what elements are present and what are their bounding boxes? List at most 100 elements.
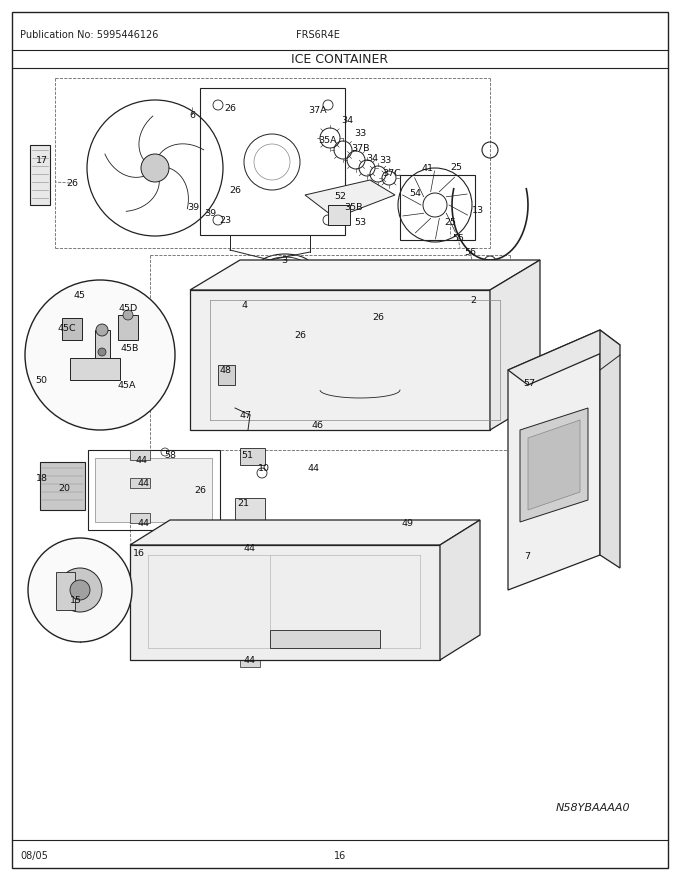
- Text: FRS6R4E: FRS6R4E: [296, 30, 340, 40]
- Text: 34: 34: [366, 153, 378, 163]
- Polygon shape: [118, 315, 138, 340]
- Text: 45B: 45B: [121, 343, 139, 353]
- Text: 44: 44: [243, 544, 255, 553]
- Circle shape: [123, 310, 133, 320]
- Polygon shape: [190, 260, 540, 290]
- Polygon shape: [130, 450, 150, 460]
- Polygon shape: [56, 572, 75, 610]
- Polygon shape: [270, 630, 380, 648]
- Text: N58YBAAAA0: N58YBAAAA0: [556, 803, 630, 813]
- Text: 45C: 45C: [58, 324, 76, 333]
- Circle shape: [70, 580, 90, 600]
- Text: 26: 26: [372, 312, 384, 321]
- Polygon shape: [440, 520, 480, 660]
- Text: 44: 44: [243, 656, 255, 664]
- Polygon shape: [40, 462, 85, 510]
- Text: 39: 39: [187, 202, 199, 211]
- Text: 46: 46: [311, 421, 323, 429]
- Polygon shape: [235, 498, 265, 520]
- Text: 3: 3: [281, 255, 287, 265]
- Text: 4: 4: [242, 300, 248, 310]
- Text: 26: 26: [66, 179, 78, 187]
- Circle shape: [96, 324, 108, 336]
- Polygon shape: [240, 657, 260, 667]
- Text: 15: 15: [70, 596, 82, 605]
- Text: 7: 7: [524, 552, 530, 561]
- Text: Publication No: 5995446126: Publication No: 5995446126: [20, 30, 158, 40]
- Text: ICE CONTAINER: ICE CONTAINER: [292, 53, 388, 65]
- Text: 34: 34: [341, 115, 353, 124]
- Text: 6: 6: [189, 111, 195, 120]
- Polygon shape: [600, 330, 620, 568]
- Text: 23: 23: [219, 216, 231, 224]
- Text: 25: 25: [444, 217, 456, 226]
- Text: 26: 26: [224, 104, 236, 113]
- Text: 48: 48: [220, 365, 232, 375]
- Text: 13: 13: [472, 206, 484, 215]
- Circle shape: [98, 348, 106, 356]
- Circle shape: [28, 538, 132, 642]
- Circle shape: [141, 154, 169, 182]
- Text: 52: 52: [334, 192, 346, 201]
- Polygon shape: [130, 545, 440, 660]
- Polygon shape: [328, 205, 350, 225]
- Polygon shape: [95, 458, 212, 522]
- Polygon shape: [508, 330, 600, 590]
- Text: 39: 39: [204, 209, 216, 217]
- Text: 18: 18: [36, 473, 48, 482]
- Text: 17: 17: [36, 156, 48, 165]
- Text: 10: 10: [258, 464, 270, 473]
- Polygon shape: [62, 318, 82, 340]
- Text: 51: 51: [241, 451, 253, 459]
- Ellipse shape: [328, 201, 350, 209]
- Text: 44: 44: [137, 479, 149, 488]
- Text: 47: 47: [239, 410, 251, 420]
- Polygon shape: [218, 365, 235, 385]
- Text: 20: 20: [58, 483, 70, 493]
- Polygon shape: [305, 180, 395, 218]
- Text: 50: 50: [35, 376, 47, 385]
- Text: 53: 53: [354, 217, 366, 226]
- Text: 21: 21: [237, 498, 249, 508]
- Text: 45: 45: [73, 290, 85, 299]
- Text: 16: 16: [133, 548, 145, 558]
- Polygon shape: [240, 540, 260, 550]
- Text: 25: 25: [450, 163, 462, 172]
- Text: 26: 26: [229, 186, 241, 194]
- Text: 58: 58: [164, 451, 176, 459]
- Text: 35B: 35B: [344, 202, 362, 211]
- Text: 41: 41: [421, 164, 433, 172]
- Polygon shape: [490, 260, 540, 430]
- Text: 08/05: 08/05: [20, 851, 48, 861]
- Text: 55: 55: [452, 233, 464, 243]
- Polygon shape: [130, 478, 150, 488]
- Text: 57: 57: [523, 378, 535, 387]
- Text: 37B: 37B: [351, 143, 369, 152]
- Polygon shape: [130, 513, 150, 523]
- Text: 44: 44: [136, 456, 148, 465]
- Text: 26: 26: [294, 331, 306, 340]
- Text: 35A: 35A: [319, 136, 337, 144]
- Text: 2: 2: [470, 296, 476, 304]
- Text: 16: 16: [334, 851, 346, 861]
- Polygon shape: [520, 408, 588, 522]
- Text: 37A: 37A: [309, 106, 327, 114]
- Text: 37C: 37C: [383, 168, 401, 178]
- Text: 45D: 45D: [118, 304, 137, 312]
- Text: 56: 56: [464, 247, 476, 256]
- Text: 33: 33: [354, 128, 366, 137]
- Polygon shape: [130, 520, 480, 545]
- Polygon shape: [70, 358, 120, 380]
- Text: 44: 44: [137, 518, 149, 527]
- Text: 33: 33: [379, 156, 391, 165]
- Polygon shape: [30, 145, 50, 205]
- Circle shape: [25, 280, 175, 430]
- Text: 49: 49: [402, 518, 414, 527]
- Text: 26: 26: [194, 486, 206, 495]
- Polygon shape: [240, 448, 265, 465]
- Text: 45A: 45A: [118, 380, 136, 390]
- Text: 44: 44: [307, 464, 319, 473]
- Polygon shape: [528, 420, 580, 510]
- Circle shape: [58, 568, 102, 612]
- Polygon shape: [508, 330, 620, 385]
